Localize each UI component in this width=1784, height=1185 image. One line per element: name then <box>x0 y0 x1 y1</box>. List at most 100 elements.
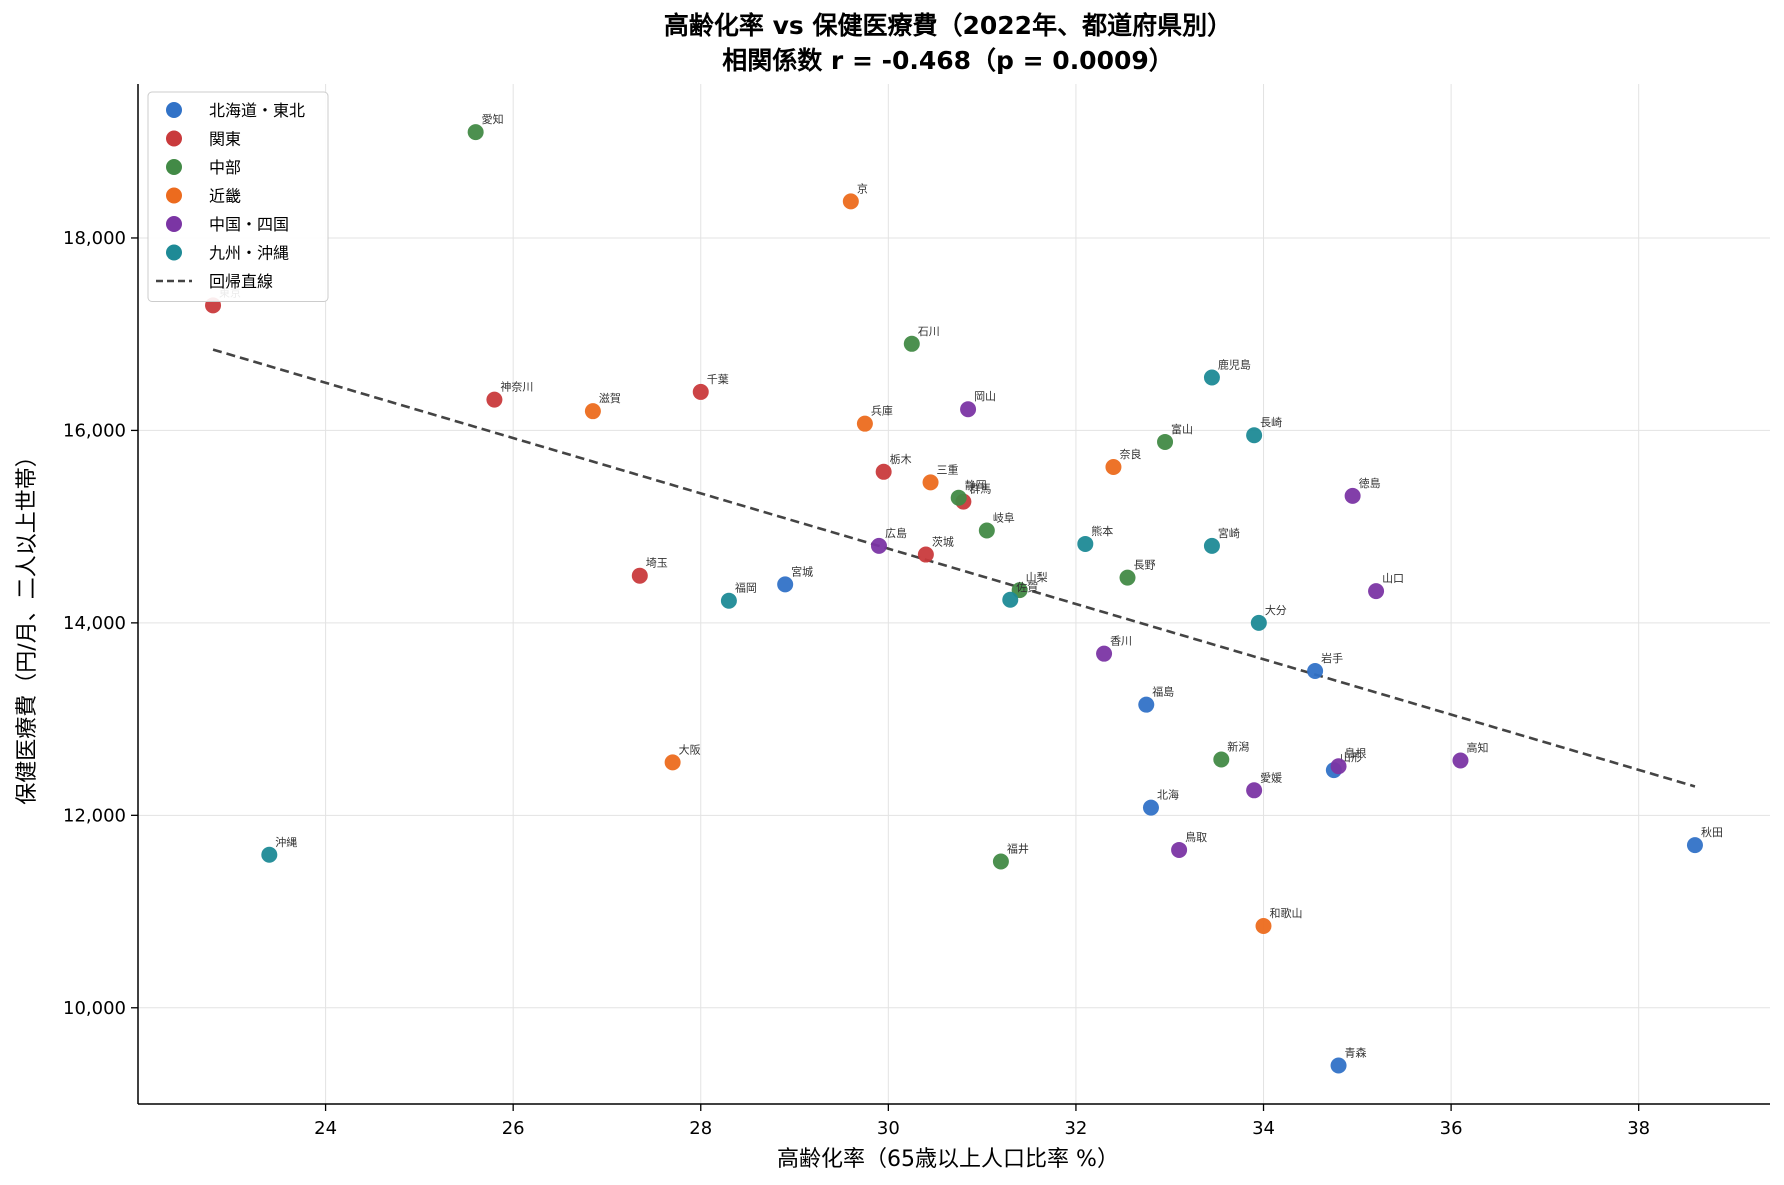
point-label: 和歌山 <box>1270 906 1303 920</box>
data-point <box>922 474 939 491</box>
data-point <box>950 489 967 506</box>
data-point <box>1203 537 1220 554</box>
legend-marker <box>166 102 182 118</box>
x-axis-label: 高齢化率（65歳以上人口比率 %） <box>777 1147 1119 1172</box>
point-label: 三重 <box>937 462 959 476</box>
data-point <box>261 846 278 863</box>
point-label: 滋賀 <box>599 392 621 405</box>
data-point <box>1246 427 1263 444</box>
chart-title: 高齢化率 vs 保健医療費（2022年、都道府県別） <box>664 11 1232 40</box>
regression-line-group <box>212 348 1696 788</box>
point-label: 千葉 <box>707 372 729 386</box>
x-tick-label: 26 <box>502 1118 525 1139</box>
data-point <box>1105 458 1122 475</box>
x-tick-label: 30 <box>877 1118 900 1139</box>
data-point <box>992 853 1009 870</box>
legend-box <box>147 91 329 302</box>
data-point <box>1171 841 1188 858</box>
data-point <box>870 537 887 554</box>
point-label: 広島 <box>885 526 907 540</box>
data-point <box>584 403 601 420</box>
x-tick-label: 38 <box>1627 1118 1650 1139</box>
point-label: 熊本 <box>1091 524 1113 538</box>
point-label: 奈良 <box>1119 447 1141 461</box>
data-point <box>1330 1057 1347 1074</box>
data-point <box>777 576 794 593</box>
point-label: 沖縄 <box>275 835 297 849</box>
legend-entry: 関東 <box>209 130 241 149</box>
point-label: 宮城 <box>791 564 813 578</box>
point-label: 京 <box>857 181 868 195</box>
data-point <box>692 383 709 400</box>
point-label: 石川 <box>918 325 940 338</box>
point-label: 山梨 <box>1026 570 1048 584</box>
point-label: 高知 <box>1466 740 1488 754</box>
point-label: 大阪 <box>679 742 701 756</box>
regression-line <box>212 348 1696 788</box>
data-point <box>486 391 503 408</box>
legend-marker <box>166 159 182 175</box>
data-point <box>875 463 892 480</box>
x-tick-label: 36 <box>1440 1118 1463 1139</box>
point-label: 秋田 <box>1701 825 1723 839</box>
point-label: 群馬 <box>969 482 991 496</box>
chart-subtitle: 相関係数 r = -0.468（p = 0.0009） <box>722 46 1174 75</box>
data-point <box>1255 917 1272 934</box>
data-points: 宮城岩手福島北海山形秋田青森東京神奈川千葉埼玉栃木茨城群馬愛知石川静岡富山岐阜長… <box>205 112 1723 1074</box>
data-point <box>856 415 873 432</box>
point-label: 佐賀 <box>1016 580 1038 594</box>
data-point <box>1344 487 1361 504</box>
point-label: 愛知 <box>482 112 504 126</box>
point-label: 山形 <box>1340 751 1362 764</box>
grid <box>138 84 1770 1104</box>
point-label: 島根 <box>1345 746 1367 760</box>
series-group: 東京神奈川千葉埼玉栃木茨城群馬 <box>205 285 991 584</box>
point-label: 愛媛 <box>1260 770 1282 784</box>
x-tick-label: 28 <box>689 1118 712 1139</box>
point-label: 徳島 <box>1359 476 1381 490</box>
point-label: 岐阜 <box>993 511 1015 524</box>
data-point <box>1077 535 1094 552</box>
legend-marker <box>166 244 182 261</box>
point-label: 福井 <box>1007 842 1029 856</box>
point-label: 岡山 <box>974 390 996 403</box>
data-point <box>1686 837 1703 854</box>
point-label: 長野 <box>1134 559 1156 572</box>
point-label: 兵庫 <box>871 404 893 418</box>
x-tick-label: 34 <box>1252 1118 1275 1139</box>
data-point <box>1246 782 1263 799</box>
data-point <box>1142 799 1159 816</box>
data-point <box>1096 645 1113 662</box>
x-tick-label: 32 <box>1064 1118 1087 1139</box>
point-label: 鳥取 <box>1185 830 1207 844</box>
point-label: 茨城 <box>932 535 954 549</box>
legend-entry: 中国・四国 <box>209 215 289 234</box>
point-label: 香川 <box>1110 635 1132 648</box>
data-point <box>903 335 920 352</box>
y-tick-label: 14,000 <box>63 613 126 634</box>
data-point <box>917 546 934 563</box>
legend-entry: 北海道・東北 <box>209 101 305 120</box>
data-point <box>664 754 681 771</box>
legend-entry: 回帰直線 <box>209 272 273 291</box>
legend-marker <box>166 216 182 232</box>
point-label: 静岡 <box>965 478 987 492</box>
data-point <box>1157 433 1174 450</box>
point-label: 富山 <box>1171 422 1193 436</box>
y-tick-label: 16,000 <box>63 420 126 441</box>
data-point <box>1368 583 1385 600</box>
point-label: 青森 <box>1345 1046 1367 1060</box>
data-point <box>978 522 995 539</box>
point-label: 埼玉 <box>646 556 668 570</box>
data-point <box>467 124 484 141</box>
point-label: 神奈川 <box>500 380 533 394</box>
y-tick-label: 10,000 <box>63 998 126 1019</box>
point-label: 長崎 <box>1260 415 1282 429</box>
